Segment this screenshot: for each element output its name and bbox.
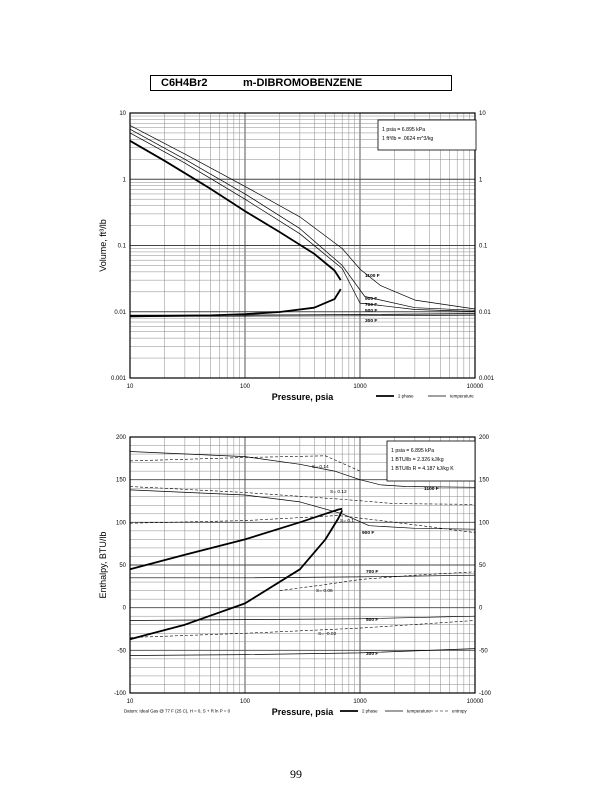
series-line-entropy — [129, 486, 476, 505]
compound-name: m-DIBROMOBENZENE — [243, 77, 363, 89]
series-line-2-phase — [129, 140, 342, 281]
x-tick-label: 100 — [240, 384, 251, 390]
plot-frame — [129, 112, 476, 379]
y-tick-label: 0.001 — [111, 376, 127, 382]
compound-header: C6H4Br2 m-DIBROMOBENZENE — [150, 75, 452, 91]
x-axis-label: Pressure, psia — [272, 707, 335, 717]
temperature-curve-label: 1100 F — [365, 273, 380, 279]
entropy-curve-label: S= 0.1 — [340, 518, 354, 524]
series-line-entropy — [129, 455, 361, 472]
legend-label: temperature — [407, 709, 431, 714]
series-line-2-phase — [129, 507, 343, 571]
y-tick-label-right: 10 — [479, 111, 486, 117]
series-line-temperature — [129, 314, 476, 317]
x-tick-label: 1000 — [353, 384, 367, 390]
y-tick-label-right: 0.001 — [479, 376, 495, 382]
legend-label: entropy — [452, 709, 467, 714]
legend-label: temperature — [450, 394, 474, 399]
units-note: 1 ft³/lb = .0624 m^3/kg — [382, 136, 433, 142]
temperature-curve-label: 1100 F — [424, 486, 439, 492]
y-tick-label: 0 — [123, 606, 127, 612]
x-axis-label: Pressure, psia — [272, 392, 335, 402]
series-line-entropy — [129, 620, 476, 638]
entropy-curve-label: S= 0.14 — [312, 464, 329, 470]
temperature-curve-label: 900 F — [365, 296, 377, 302]
y-tick-label: 0.1 — [118, 244, 127, 250]
series-line-2-phase — [129, 510, 344, 641]
y-tick-label-right: 200 — [479, 435, 490, 441]
x-tick-label: 10 — [127, 699, 134, 705]
y-tick-label: 150 — [116, 478, 127, 484]
series-line-2-phase — [129, 288, 342, 318]
y-tick-label-right: 0.1 — [479, 244, 488, 250]
series-line-entropy — [129, 515, 476, 533]
temperature-curve-label: 500 F — [366, 617, 378, 623]
y-tick-label-right: 50 — [479, 563, 486, 569]
y-tick-label-right: -50 — [479, 648, 488, 654]
y-tick-label-right: 100 — [479, 520, 490, 526]
datum-footnote: Datum: Ideal Gas @ 77 F (25 C), H = 0, S… — [124, 709, 231, 714]
compound-formula: C6H4Br2 — [161, 77, 208, 89]
y-axis-label: Enthalpy, BTU/lb — [98, 532, 108, 599]
y-tick-label-right: 0.01 — [479, 310, 491, 316]
entropy-curve-label: S= 0.12 — [330, 489, 347, 495]
series-line-temperature — [129, 451, 476, 488]
legend-label: 2 phase — [362, 709, 378, 714]
y-tick-label-right: -100 — [479, 691, 492, 697]
x-tick-label: 100 — [240, 699, 251, 705]
page-number: 99 — [290, 767, 302, 781]
y-tick-label-right: 1 — [479, 177, 483, 183]
units-note: 1 psia = 6.895 kPa — [382, 127, 425, 133]
y-tick-label: -50 — [117, 648, 126, 654]
y-tick-label: 50 — [119, 563, 126, 569]
units-note: 1 BTU/lb R = 4.187 kJ/kg K — [391, 466, 454, 472]
temperature-curve-label: 300 F — [365, 318, 377, 324]
x-tick-label: 10000 — [467, 384, 484, 390]
temperature-curve-label: 900 F — [362, 530, 374, 536]
y-tick-label: 200 — [116, 435, 127, 441]
temperature-curve-label: 500 F — [365, 308, 377, 314]
series-line-entropy — [279, 571, 476, 591]
enthalpy-chart: 10 100 1000 10000 -100 -100 -50 -50 0 0 50 50 100 100… — [98, 435, 492, 717]
series-line-temperature — [129, 615, 476, 621]
temperature-curve-label: 700 F — [365, 302, 377, 308]
series-line-temperature — [129, 313, 476, 316]
units-note: 1 BTU/lb = 2.326 kJ/kg — [391, 457, 444, 463]
entropy-curve-label: S= -0.02 — [318, 631, 337, 637]
temperature-curve-label: 700 F — [366, 569, 378, 575]
legend-label: 2 phase — [398, 394, 414, 399]
series-line-temperature — [129, 128, 476, 311]
y-tick-label: 0.01 — [114, 310, 126, 316]
y-tick-label-right: 0 — [479, 606, 483, 612]
temperature-curve-label: 300 F — [366, 651, 378, 657]
x-tick-label: 10 — [127, 384, 134, 390]
series-line-temperature — [129, 648, 476, 656]
y-tick-label-right: 150 — [479, 478, 490, 484]
y-tick-label: 1 — [123, 177, 127, 183]
y-tick-label: 10 — [119, 111, 126, 117]
units-note-box — [386, 440, 476, 482]
units-note: 1 psia = 6.895 kPa — [391, 448, 434, 454]
series-line-temperature — [129, 489, 476, 530]
series-line-temperature — [129, 125, 476, 310]
units-note-box — [377, 119, 477, 151]
y-axis-label: Volume, ft³/lb — [98, 219, 108, 272]
entropy-curve-label: S= 0.06 — [316, 588, 333, 594]
x-tick-label: 10000 — [467, 699, 484, 705]
series-line-temperature — [129, 132, 476, 312]
plot-frame — [129, 436, 476, 694]
y-tick-label: 100 — [116, 520, 127, 526]
x-tick-label: 1000 — [353, 699, 367, 705]
y-tick-label: -100 — [114, 691, 127, 697]
series-line-temperature — [130, 574, 476, 579]
